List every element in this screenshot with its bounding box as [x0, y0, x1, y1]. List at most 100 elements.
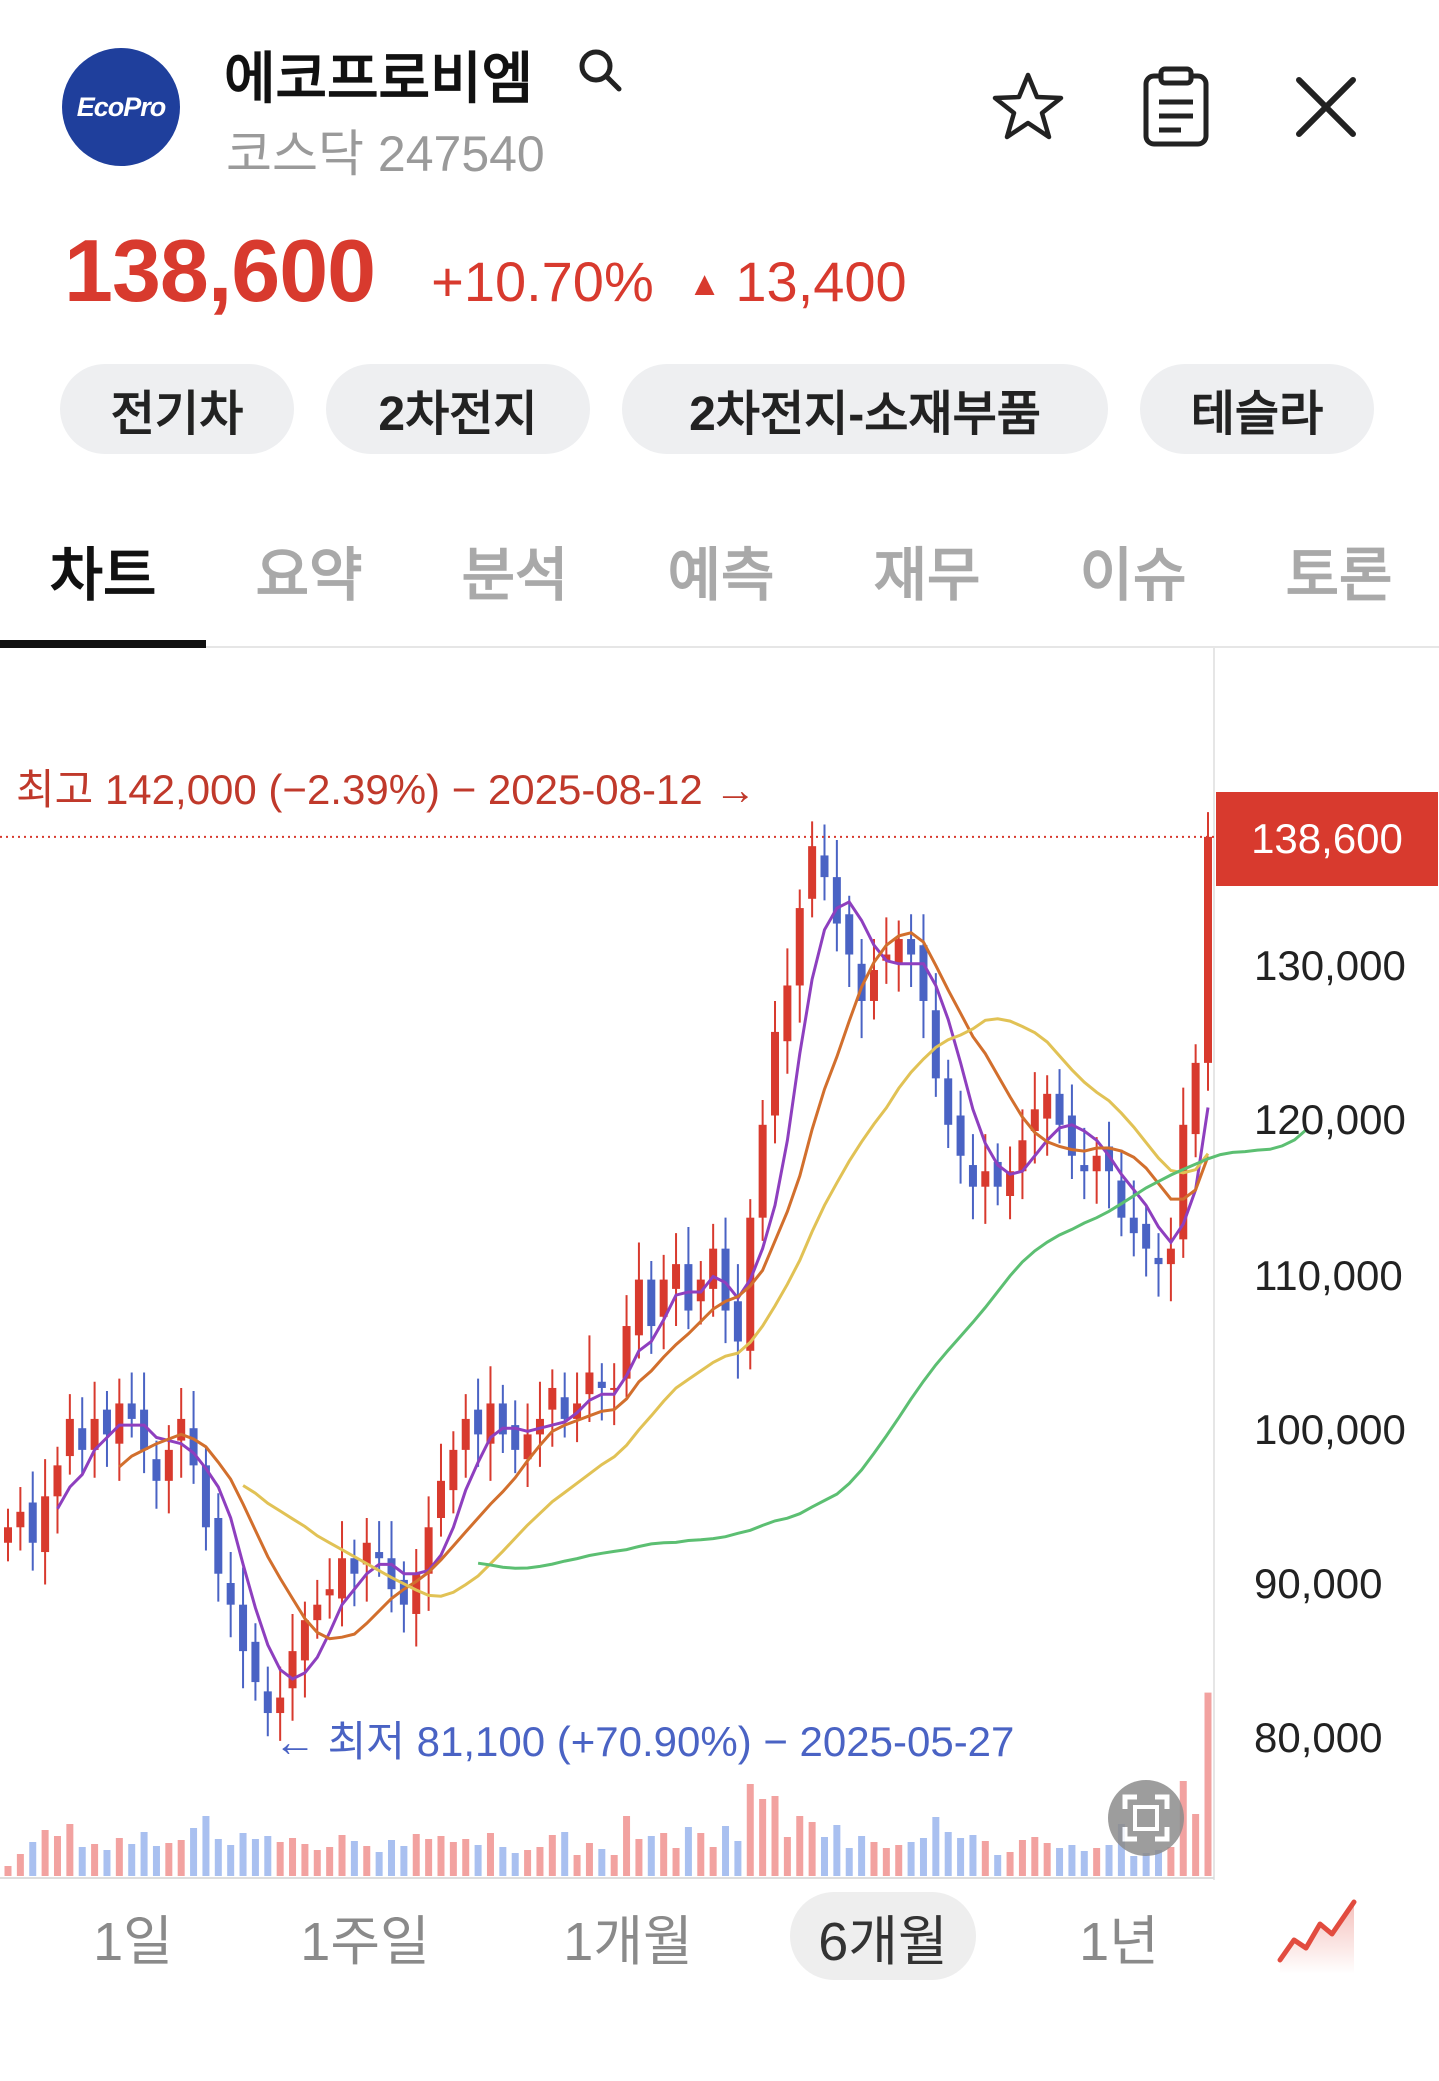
candle-body	[41, 1496, 50, 1553]
volume-bar	[1031, 1837, 1039, 1876]
volume-bar	[499, 1847, 507, 1876]
volume-bar	[227, 1845, 235, 1876]
current-price-tag: 138,600	[1216, 792, 1438, 886]
volume-bar	[524, 1850, 532, 1876]
candle-body	[944, 1078, 953, 1125]
period-1month[interactable]: 1개월	[563, 1911, 693, 1972]
tab-summary[interactable]: 요약	[255, 543, 363, 608]
candle-body	[251, 1641, 260, 1683]
close-icon[interactable]	[1286, 64, 1366, 150]
volume-bar	[1192, 1814, 1200, 1876]
search-icon[interactable]	[576, 46, 624, 94]
volume-bar	[1142, 1853, 1150, 1876]
theme-chip[interactable]: 테슬라	[1140, 364, 1374, 454]
candle-body	[177, 1418, 186, 1441]
candle-body	[709, 1248, 718, 1289]
candle-body	[820, 855, 829, 878]
volume-bar	[214, 1839, 222, 1876]
tab-chart[interactable]: 차트	[49, 543, 157, 608]
tab-financials[interactable]: 재무	[873, 543, 981, 608]
volume-bar	[313, 1850, 321, 1876]
change-percent: +10.70%	[431, 250, 654, 313]
candle-body	[4, 1527, 12, 1543]
candle-body	[832, 877, 841, 924]
candle-body	[993, 1161, 1002, 1187]
ma5-line	[56, 899, 1210, 1681]
volume-bar	[944, 1832, 952, 1876]
tab-bar: 차트 요약 분석 예측 재무 이슈 토론	[0, 510, 1439, 648]
candle-body	[65, 1418, 74, 1457]
volume-bar	[1117, 1824, 1125, 1876]
fullscreen-icon[interactable]	[1108, 1780, 1184, 1856]
volume-bar	[1204, 1692, 1212, 1876]
volume-bar	[1018, 1840, 1026, 1876]
volume-bar	[251, 1839, 259, 1876]
low-annotation: ← 최저 81,100 (+70.90%) − 2025-05-27	[274, 1718, 1015, 1765]
candle-body	[300, 1620, 309, 1661]
tab-discussion[interactable]: 토론	[1285, 543, 1393, 608]
volume-bar	[783, 1837, 791, 1876]
candle-body	[1191, 1062, 1200, 1135]
period-6months[interactable]: 6개월	[790, 1892, 976, 1980]
volume-bar	[239, 1833, 247, 1876]
candle-body	[634, 1279, 643, 1336]
theme-chip[interactable]: 2차전지-소재부품	[622, 364, 1108, 454]
price-chart[interactable]	[0, 648, 1439, 1880]
candle-body	[375, 1552, 384, 1559]
tab-issues[interactable]: 이슈	[1079, 543, 1187, 608]
candle-body	[511, 1425, 520, 1450]
candle-body	[659, 1279, 668, 1317]
candle-body	[313, 1604, 322, 1621]
candle-body	[1166, 1248, 1175, 1265]
candle-body	[845, 914, 854, 955]
volume-bar	[709, 1847, 717, 1876]
candle-body	[214, 1517, 223, 1574]
theme-chip[interactable]: 2차전지	[326, 364, 590, 454]
volume-bar	[140, 1832, 148, 1876]
volume-bar	[672, 1848, 680, 1876]
candle-body	[1117, 1180, 1126, 1218]
line-chart-icon[interactable]	[1276, 1890, 1360, 1974]
tab-forecast[interactable]: 예측	[667, 543, 775, 608]
candle-body	[474, 1409, 483, 1435]
volume-bar	[981, 1841, 989, 1876]
favorite-star-icon[interactable]	[988, 64, 1068, 150]
volume-bar	[1093, 1848, 1101, 1876]
volume-bar	[573, 1855, 581, 1876]
volume-bar	[165, 1843, 173, 1876]
candle-body	[622, 1326, 631, 1379]
candle-body	[919, 945, 928, 1001]
candle-body	[288, 1651, 297, 1689]
tab-analysis[interactable]: 분석	[461, 543, 569, 608]
y-tick-label: 130,000	[1254, 942, 1406, 989]
clipboard-icon[interactable]	[1136, 64, 1216, 150]
period-1day[interactable]: 1일	[93, 1911, 173, 1972]
active-tab-indicator	[0, 640, 206, 648]
volume-bar	[1167, 1847, 1175, 1876]
company-logo: EcoPro	[62, 48, 180, 166]
candle-body	[1080, 1165, 1089, 1172]
candle-body	[907, 939, 916, 955]
volume-bar	[449, 1842, 457, 1876]
volume-bar	[437, 1836, 445, 1876]
ma20-line	[118, 931, 1210, 1641]
volume-bar	[41, 1830, 49, 1876]
candle-body	[1142, 1223, 1151, 1249]
candle-body	[424, 1527, 433, 1574]
period-1year[interactable]: 1년	[1079, 1911, 1159, 1972]
period-1week[interactable]: 1주일	[300, 1911, 430, 1972]
theme-chip[interactable]: 전기차	[60, 364, 294, 454]
volume-bar	[338, 1835, 346, 1876]
candle-body	[956, 1115, 965, 1156]
volume-bar	[536, 1847, 544, 1876]
volume-bar	[202, 1816, 210, 1876]
volume-bar	[66, 1824, 74, 1876]
volume-bar	[474, 1845, 482, 1876]
volume-bar	[128, 1844, 136, 1876]
volume-bar	[684, 1827, 692, 1876]
candle-body	[647, 1279, 656, 1327]
price-row: 138,600 +10.70% ▲ 13,400	[64, 220, 907, 320]
volume-bar	[660, 1833, 668, 1876]
volume-bar	[301, 1844, 309, 1876]
candle-body	[127, 1403, 136, 1419]
